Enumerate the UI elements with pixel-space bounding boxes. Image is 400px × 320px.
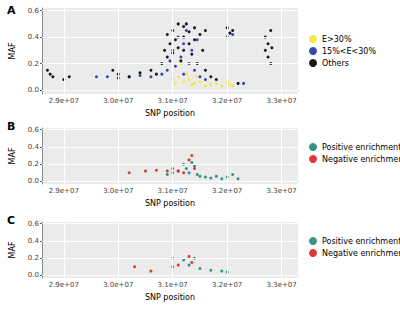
svg-text:3.2e+07: 3.2e+07 [212,187,242,195]
svg-text:0.6: 0.6 [28,220,40,228]
svg-text:3.0e+07: 3.0e+07 [103,281,133,289]
svg-text:3.0e+07: 3.0e+07 [103,97,133,105]
svg-text:E>30%: E>30% [322,35,352,44]
svg-text:0.0: 0.0 [28,177,39,185]
svg-text:C: C [7,214,15,227]
svg-text:0.4: 0.4 [28,33,40,41]
svg-text:Negative enrichment: Negative enrichment [322,155,400,164]
svg-text:0.6: 0.6 [28,126,40,134]
svg-text:SNP position: SNP position [145,109,195,118]
svg-text:3.3e+07: 3.3e+07 [267,97,297,105]
svg-text:15%<E<30%: 15%<E<30% [322,47,376,56]
svg-text:MAF: MAF [8,241,17,258]
svg-text:B: B [7,120,15,133]
svg-text:Negative enrichment: Negative enrichment [322,249,400,258]
svg-text:3.2e+07: 3.2e+07 [212,281,242,289]
svg-text:0.2: 0.2 [28,60,39,68]
svg-text:3.2e+07: 3.2e+07 [212,97,242,105]
svg-text:Positive enrichment: Positive enrichment [322,143,400,152]
svg-text:0.6: 0.6 [28,7,40,15]
svg-text:MAF: MAF [8,147,17,164]
svg-text:0.0: 0.0 [28,86,39,94]
svg-text:0.4: 0.4 [28,237,40,245]
svg-text:0.0: 0.0 [28,271,39,279]
svg-text:0.4: 0.4 [28,143,40,151]
svg-text:2.9e+07: 2.9e+07 [49,97,79,105]
svg-text:3.3e+07: 3.3e+07 [267,281,297,289]
svg-text:Positive enrichment: Positive enrichment [322,237,400,246]
svg-text:SNP position: SNP position [145,199,195,208]
svg-text:Others: Others [322,59,349,68]
svg-text:A: A [7,4,16,17]
svg-text:3.1e+07: 3.1e+07 [158,97,188,105]
svg-text:3.1e+07: 3.1e+07 [158,281,188,289]
svg-text:2.9e+07: 2.9e+07 [49,187,79,195]
svg-text:3.1e+07: 3.1e+07 [158,187,188,195]
svg-text:MAF: MAF [8,42,17,59]
svg-text:3.0e+07: 3.0e+07 [103,187,133,195]
svg-text:0.2: 0.2 [28,160,39,168]
svg-text:3.3e+07: 3.3e+07 [267,187,297,195]
svg-text:2.9e+07: 2.9e+07 [49,281,79,289]
svg-text:0.2: 0.2 [28,254,39,262]
svg-text:SNP position: SNP position [145,293,195,302]
